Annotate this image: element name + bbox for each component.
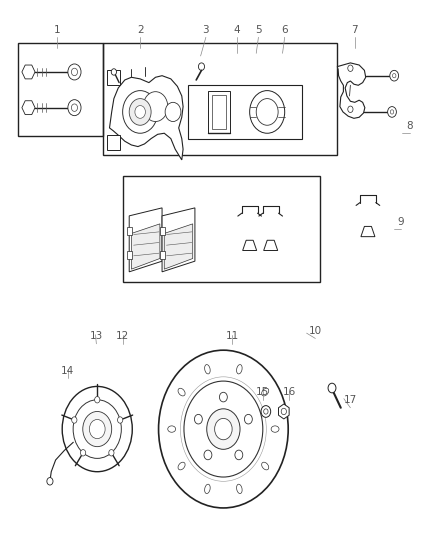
- Circle shape: [244, 414, 252, 424]
- Text: 17: 17: [344, 395, 357, 405]
- Circle shape: [390, 70, 399, 81]
- Polygon shape: [129, 208, 162, 272]
- Circle shape: [250, 91, 285, 133]
- Text: 12: 12: [116, 331, 129, 341]
- Circle shape: [198, 63, 205, 70]
- Circle shape: [89, 419, 105, 439]
- Polygon shape: [162, 208, 195, 272]
- Text: 4: 4: [233, 25, 240, 35]
- Circle shape: [392, 74, 396, 78]
- Circle shape: [68, 100, 81, 116]
- Text: 5: 5: [255, 25, 262, 35]
- Circle shape: [159, 350, 288, 508]
- Bar: [127, 227, 132, 235]
- Circle shape: [95, 397, 100, 403]
- Circle shape: [207, 409, 240, 449]
- Text: 7: 7: [351, 25, 358, 35]
- Circle shape: [184, 381, 263, 477]
- Bar: [103, 43, 337, 155]
- Text: 8: 8: [406, 120, 413, 131]
- Ellipse shape: [205, 365, 210, 374]
- Circle shape: [73, 400, 121, 458]
- Text: 9: 9: [397, 216, 404, 227]
- Text: 3: 3: [202, 25, 209, 35]
- Bar: [212, 95, 226, 129]
- Bar: [160, 251, 165, 259]
- Text: 6: 6: [281, 25, 288, 35]
- Circle shape: [194, 414, 202, 424]
- Circle shape: [215, 418, 232, 440]
- Polygon shape: [361, 227, 375, 237]
- Circle shape: [264, 409, 268, 414]
- Bar: [188, 85, 302, 139]
- Circle shape: [72, 417, 77, 423]
- Bar: [123, 176, 320, 282]
- Circle shape: [281, 408, 286, 415]
- Circle shape: [81, 449, 86, 456]
- Text: 14: 14: [61, 366, 74, 376]
- Text: 1: 1: [53, 25, 60, 35]
- Circle shape: [348, 65, 353, 71]
- Polygon shape: [110, 76, 183, 160]
- Circle shape: [109, 449, 114, 456]
- Circle shape: [219, 392, 227, 402]
- Text: 16: 16: [283, 387, 296, 397]
- Ellipse shape: [237, 484, 242, 494]
- Circle shape: [123, 91, 158, 133]
- Circle shape: [256, 99, 278, 125]
- Circle shape: [83, 411, 112, 447]
- Ellipse shape: [261, 462, 269, 470]
- Ellipse shape: [178, 388, 185, 396]
- Bar: [127, 251, 132, 259]
- Text: 10: 10: [309, 326, 322, 336]
- Bar: [107, 70, 120, 85]
- Polygon shape: [264, 240, 278, 251]
- Ellipse shape: [261, 388, 269, 396]
- Circle shape: [47, 478, 53, 485]
- Circle shape: [71, 104, 78, 111]
- Bar: [107, 135, 120, 150]
- Ellipse shape: [237, 365, 242, 374]
- Text: 2: 2: [137, 25, 144, 35]
- Circle shape: [348, 106, 353, 112]
- Circle shape: [390, 110, 394, 114]
- Bar: [208, 91, 230, 133]
- Circle shape: [204, 450, 212, 460]
- Text: 11: 11: [226, 331, 239, 341]
- Circle shape: [117, 417, 123, 423]
- Bar: [18, 43, 103, 136]
- Circle shape: [129, 99, 151, 125]
- Circle shape: [328, 383, 336, 393]
- Text: 15: 15: [256, 387, 269, 397]
- Polygon shape: [243, 240, 257, 251]
- Circle shape: [135, 106, 145, 118]
- Ellipse shape: [178, 462, 185, 470]
- Polygon shape: [131, 224, 160, 269]
- Text: 13: 13: [90, 331, 103, 341]
- Circle shape: [143, 92, 168, 122]
- Circle shape: [388, 107, 396, 117]
- Circle shape: [68, 64, 81, 80]
- Ellipse shape: [205, 484, 210, 494]
- Polygon shape: [337, 63, 366, 118]
- Circle shape: [165, 102, 181, 122]
- Ellipse shape: [168, 426, 176, 432]
- Circle shape: [62, 386, 132, 472]
- Bar: [160, 227, 165, 235]
- Ellipse shape: [271, 426, 279, 432]
- Circle shape: [235, 450, 243, 460]
- Circle shape: [111, 69, 117, 75]
- Circle shape: [261, 406, 271, 417]
- Circle shape: [71, 68, 78, 76]
- Polygon shape: [164, 224, 193, 269]
